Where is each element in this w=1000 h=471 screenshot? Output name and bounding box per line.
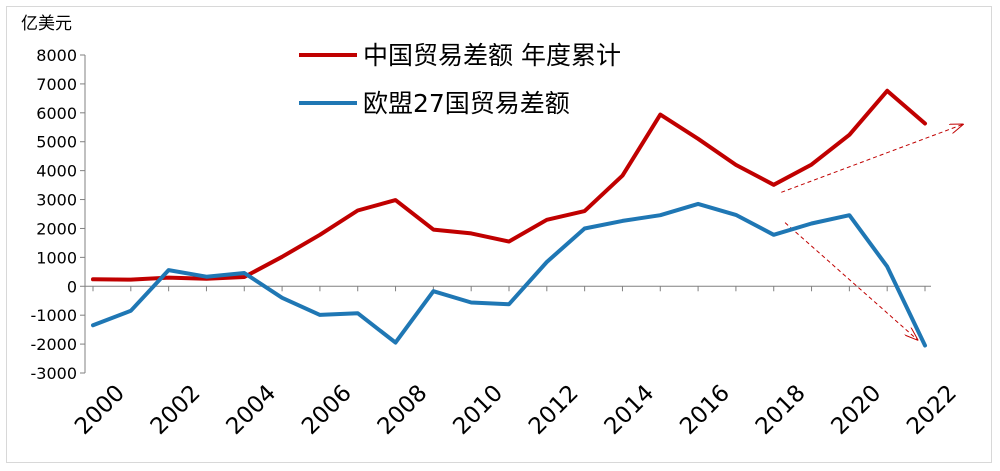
y-tick-label: 6000 [36,104,77,123]
x-tick-label: 2008 [373,380,433,440]
y-tick-label: 1000 [36,248,77,267]
y-tick-label: 4000 [36,162,77,181]
x-tick-label: 2022 [902,380,962,440]
y-unit-label: 亿美元 [21,14,72,34]
y-tick-label: 8000 [36,46,77,65]
trend-arrow-1 [781,124,963,193]
series-line-china [91,88,927,282]
x-tick-label: 2014 [600,380,660,440]
y-axis: 8000 7000 6000 5000 4000 3000 2000 1000 0 -1000 -2… [31,46,86,383]
x-tick-label: 2020 [827,380,887,440]
x-tick-label: 2012 [524,380,584,440]
trend-arrows [781,124,963,339]
x-tick-label: 2000 [70,380,130,440]
series-lines [91,88,927,348]
x-tick-label: 2016 [675,380,735,440]
y-tick-label: -1000 [31,306,78,325]
y-tick-label: 5000 [36,133,77,152]
legend: 中国贸易差额 年度累计 欧盟27国贸易差额 [299,41,621,118]
chart-frame: 亿美元 8000 7000 6000 5000 4000 3000 2000 1000 0 -10… [6,6,992,463]
x-tick-label: 2010 [448,380,508,440]
y-tick-label: 0 [67,277,77,296]
x-axis: 2000 2002 2004 2006 2008 2010 2012 2014 2016 2018… [70,285,962,440]
x-tick-label: 2002 [146,380,206,440]
y-tick-label: 7000 [36,75,77,94]
trend-arrow-2 [784,222,917,340]
y-tick-label: 3000 [36,191,77,210]
y-tick-label: -3000 [31,364,78,383]
legend-label-eu: 欧盟27国贸易差额 [363,89,570,118]
y-tick-label: 2000 [36,219,77,238]
x-tick-label: 2018 [751,380,811,440]
legend-label-china: 中国贸易差额 年度累计 [363,41,621,70]
y-tick-label: -2000 [31,335,78,354]
series-line-eu [91,201,927,348]
x-tick-label: 2004 [221,380,281,440]
line-chart: 亿美元 8000 7000 6000 5000 4000 3000 2000 1000 0 -10… [21,14,993,440]
x-tick-label: 2006 [297,380,357,440]
